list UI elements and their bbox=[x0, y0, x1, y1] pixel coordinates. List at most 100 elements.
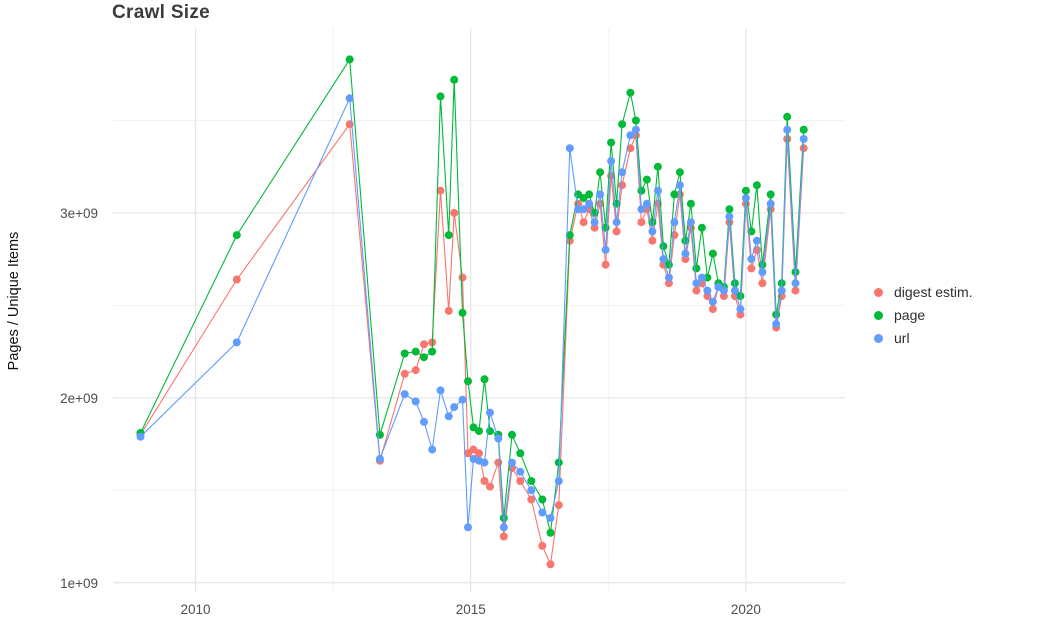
data-point-digest-estim bbox=[601, 260, 610, 269]
data-point-digest-estim bbox=[499, 532, 508, 541]
data-point-url bbox=[345, 94, 354, 103]
data-point-url bbox=[527, 486, 536, 495]
data-point-url bbox=[697, 273, 706, 282]
chart-title: Crawl Size bbox=[112, 2, 211, 23]
data-point-digest-estim bbox=[516, 477, 525, 485]
data-point-url bbox=[648, 227, 657, 236]
data-point-page bbox=[697, 223, 706, 232]
data-point-page bbox=[708, 249, 717, 258]
svg-text:2e+09: 2e+09 bbox=[60, 391, 98, 406]
data-point-url bbox=[546, 514, 555, 522]
data-point-url bbox=[692, 279, 701, 288]
data-point-url bbox=[596, 190, 605, 199]
legend-label: digest estim. bbox=[894, 284, 973, 300]
data-point-page bbox=[752, 181, 761, 190]
data-point-page bbox=[411, 347, 420, 356]
data-point-page bbox=[450, 75, 459, 84]
data-point-page bbox=[516, 449, 525, 458]
data-point-url bbox=[428, 445, 437, 454]
data-point-digest-estim bbox=[480, 477, 489, 485]
data-point-url bbox=[494, 434, 503, 443]
data-point-url bbox=[631, 125, 640, 134]
data-point-page bbox=[475, 427, 483, 436]
data-point-url bbox=[664, 273, 673, 282]
data-point-page bbox=[428, 347, 437, 356]
data-point-url bbox=[637, 205, 646, 214]
data-point-url bbox=[499, 523, 508, 532]
data-point-page bbox=[546, 528, 555, 537]
data-point-url bbox=[516, 467, 525, 476]
data-point-url bbox=[136, 432, 145, 441]
legend-label: url bbox=[894, 330, 910, 346]
data-point-url bbox=[411, 397, 420, 406]
data-point-digest-estim bbox=[475, 449, 483, 458]
data-point-digest-estim bbox=[420, 340, 428, 349]
data-point-url bbox=[772, 319, 781, 328]
data-point-digest-estim bbox=[708, 305, 717, 314]
data-point-digest-estim bbox=[747, 264, 756, 273]
data-point-url bbox=[670, 218, 679, 227]
data-point-page bbox=[596, 168, 605, 177]
data-point-page bbox=[565, 231, 574, 240]
data-point-page bbox=[232, 231, 241, 240]
data-point-url bbox=[508, 458, 516, 467]
data-point-page bbox=[783, 112, 792, 121]
gridlines-major bbox=[113, 28, 845, 592]
data-point-url bbox=[420, 417, 428, 426]
data-point-page bbox=[686, 199, 695, 208]
data-point-digest-estim bbox=[444, 306, 453, 315]
data-point-url bbox=[601, 245, 610, 254]
svg-text:2020: 2020 bbox=[731, 602, 761, 617]
data-point-page bbox=[736, 292, 745, 301]
data-point-page bbox=[675, 168, 684, 177]
data-point-url bbox=[607, 157, 616, 166]
x-axis-ticks: 2010 2015 2020 bbox=[181, 602, 761, 617]
legend-item-url: url bbox=[874, 330, 973, 346]
data-point-url bbox=[675, 181, 684, 190]
data-point-digest-estim bbox=[612, 227, 621, 236]
data-point-digest-estim bbox=[538, 541, 547, 550]
data-point-digest-estim bbox=[681, 255, 690, 264]
data-point-digest-estim bbox=[590, 223, 599, 232]
data-point-digest-estim bbox=[436, 186, 445, 195]
data-point-digest-estim bbox=[411, 366, 420, 375]
svg-text:3e+09: 3e+09 bbox=[60, 206, 98, 221]
data-point-digest-estim bbox=[664, 279, 673, 288]
data-point-page bbox=[464, 377, 472, 386]
data-point-page bbox=[741, 186, 750, 195]
data-point-url bbox=[574, 205, 583, 214]
data-point-page bbox=[508, 430, 516, 439]
data-point-url bbox=[450, 403, 459, 412]
data-point-digest-estim bbox=[648, 236, 657, 245]
series-line-url bbox=[140, 96, 805, 528]
data-point-page bbox=[436, 92, 445, 101]
data-point-digest-estim bbox=[546, 560, 555, 569]
data-point-digest-estim bbox=[758, 279, 767, 288]
data-point-digest-estim bbox=[450, 208, 459, 217]
legend-item-page: page bbox=[874, 307, 973, 323]
data-point-url bbox=[480, 458, 489, 467]
data-point-url bbox=[719, 286, 728, 295]
data-point-page bbox=[631, 116, 640, 125]
data-point-page bbox=[585, 190, 594, 199]
data-point-url bbox=[730, 286, 739, 295]
data-point-digest-estim bbox=[791, 286, 800, 295]
data-point-page bbox=[345, 55, 354, 64]
data-point-page bbox=[400, 349, 409, 358]
data-point-url bbox=[554, 477, 563, 485]
data-point-page bbox=[758, 260, 767, 269]
data-point-url bbox=[486, 408, 494, 417]
data-point-url bbox=[777, 286, 786, 295]
data-point-page bbox=[458, 308, 467, 317]
data-point-page bbox=[618, 120, 627, 129]
data-point-url bbox=[464, 523, 472, 532]
data-point-digest-estim bbox=[527, 495, 536, 504]
data-point-digest-estim bbox=[458, 273, 467, 282]
data-point-digest-estim bbox=[637, 218, 646, 227]
data-point-page bbox=[766, 190, 775, 199]
legend: digest estim. page url bbox=[874, 284, 973, 346]
data-point-page bbox=[626, 88, 635, 97]
data-point-digest-estim bbox=[554, 501, 563, 510]
data-point-digest-estim bbox=[579, 218, 588, 227]
